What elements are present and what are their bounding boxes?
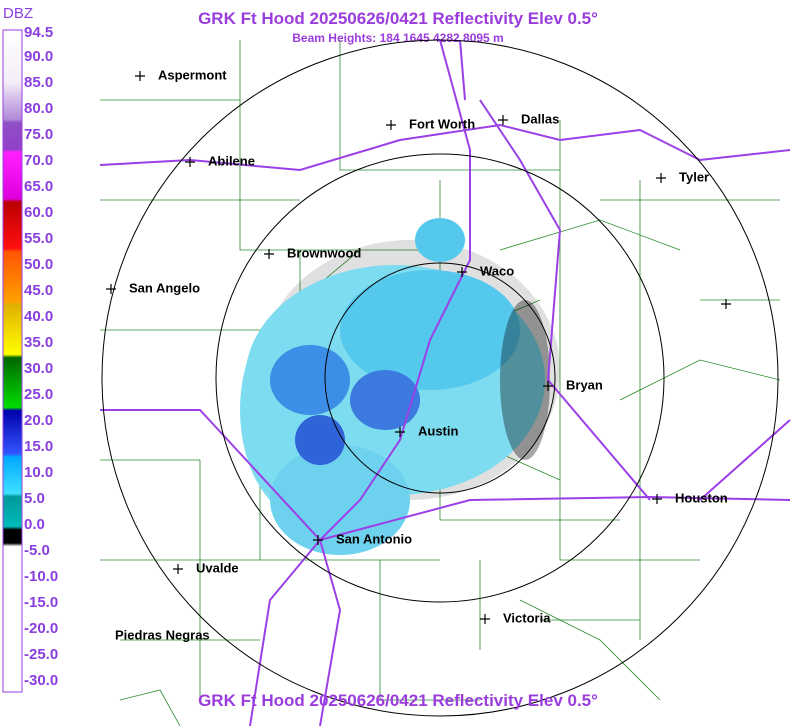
scale-label: -5.0: [24, 542, 50, 559]
city-label: Tyler: [679, 169, 709, 184]
color-bar: [2, 29, 23, 693]
footer-title: GRK Ft Hood 20250626/0421 Reflectivity E…: [198, 691, 598, 710]
city-label: Uvalde: [196, 560, 239, 575]
city-marker: [721, 299, 731, 309]
scale-label: -20.0: [24, 620, 58, 637]
scale-label: -15.0: [24, 594, 58, 611]
city-marker: [395, 427, 405, 437]
city-label: Abilene: [208, 153, 255, 168]
radar-echo: [240, 218, 560, 555]
city-label: Dallas: [521, 111, 559, 126]
city-label: Aspermont: [158, 67, 227, 82]
city-marker: [313, 535, 323, 545]
city-marker: [656, 173, 666, 183]
city-marker: [543, 381, 553, 391]
scale-label: -25.0: [24, 646, 58, 663]
city-label: Waco: [480, 263, 514, 278]
city-label: Houston: [675, 490, 728, 505]
city-marker: [185, 157, 195, 167]
city-marker: [173, 564, 183, 574]
city-marker: [652, 494, 662, 504]
scale-label: 15.0: [24, 438, 53, 455]
city-label: San Angelo: [129, 280, 200, 295]
scale-label: 75.0: [24, 126, 53, 143]
city-label: Fort Worth: [409, 116, 475, 131]
scale-label: 94.5: [24, 24, 53, 41]
unit-label: DBZ: [3, 5, 33, 22]
city-label: Piedras Negras: [115, 627, 210, 642]
city-marker: [106, 284, 116, 294]
scale-label: -10.0: [24, 568, 58, 585]
scale-label: 55.0: [24, 230, 53, 247]
range-rings: [101, 39, 779, 717]
scale-label: 70.0: [24, 152, 53, 169]
title: GRK Ft Hood 20250626/0421 Reflectivity E…: [198, 9, 598, 28]
city-label: Brownwood: [287, 245, 361, 260]
scale-label: 45.0: [24, 282, 53, 299]
city-marker: [498, 115, 508, 125]
city-label: Victoria: [503, 610, 551, 625]
scale-label: 80.0: [24, 100, 53, 117]
subtitle: Beam Heights: 184 1645 4282 8095 m: [292, 31, 503, 45]
scale-label: 90.0: [24, 48, 53, 65]
city-label: San Antonio: [336, 531, 412, 546]
scale-label: 25.0: [24, 386, 53, 403]
city-marker: [480, 614, 490, 624]
scale-label: 0.0: [24, 516, 45, 533]
scale-label: 35.0: [24, 334, 53, 351]
scale-label: 10.0: [24, 464, 53, 481]
scale-label: 20.0: [24, 412, 53, 429]
scale-label: 40.0: [24, 308, 53, 325]
highways: [99, 39, 791, 726]
city-marker: [457, 267, 467, 277]
scale-label: 85.0: [24, 74, 53, 91]
scale-label: 30.0: [24, 360, 53, 377]
scale-label: 65.0: [24, 178, 53, 195]
city-marker: [264, 249, 274, 259]
scale-label: 5.0: [24, 490, 45, 507]
scale-label: 60.0: [24, 204, 53, 221]
scale-label: 50.0: [24, 256, 53, 273]
city-marker: [135, 71, 145, 81]
city-label: Austin: [418, 423, 459, 438]
scale-label: -30.0: [24, 672, 58, 689]
city-marker: [386, 120, 396, 130]
city-label: Bryan: [566, 377, 603, 392]
